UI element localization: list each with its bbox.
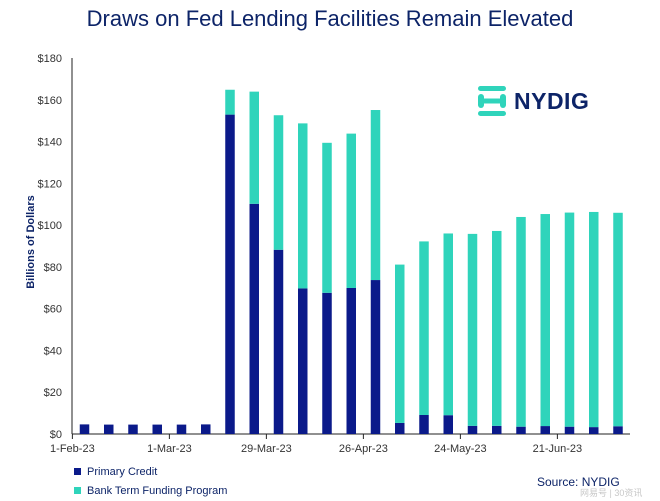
bar-btfp — [395, 264, 405, 423]
bar-btfp — [564, 212, 575, 427]
bar-btfp — [298, 123, 308, 289]
legend-item-primary-credit: Primary Credit — [74, 462, 227, 481]
bar-btfp — [589, 211, 599, 428]
bar-primary-credit — [467, 425, 478, 434]
x-tick-label: 24-May-23 — [434, 443, 487, 455]
bar-primary-credit — [346, 287, 356, 434]
y-tick-label: $60 — [44, 304, 62, 316]
legend: Primary Credit Bank Term Funding Program — [74, 462, 227, 500]
y-tick-label: $100 — [38, 220, 62, 232]
bar-primary-credit — [298, 288, 308, 434]
bar-primary-credit — [128, 424, 138, 434]
y-tick-label: $160 — [38, 95, 62, 107]
y-tick-label: $20 — [44, 387, 62, 399]
legend-swatch-primary-credit — [74, 468, 81, 475]
bar-primary-credit — [79, 424, 90, 434]
bar-btfp — [492, 230, 502, 426]
x-tick-label: 1-Mar-23 — [147, 443, 192, 455]
legend-swatch-btfp — [74, 487, 81, 494]
bar-primary-credit — [492, 425, 502, 434]
x-tick-label: 26-Apr-23 — [339, 443, 388, 455]
bar-primary-credit — [613, 426, 623, 434]
bar-primary-credit — [225, 114, 235, 434]
y-tick-label: $120 — [38, 178, 62, 190]
y-tick-label: $40 — [44, 345, 62, 357]
bar-btfp — [322, 142, 332, 293]
y-tick-label: $0 — [50, 429, 62, 441]
bar-btfp — [370, 110, 381, 281]
bar-btfp — [467, 233, 478, 426]
bar-primary-credit — [540, 426, 550, 434]
logo-text: NYDIG — [514, 87, 590, 114]
bar-btfp — [346, 133, 356, 288]
legend-item-btfp: Bank Term Funding Program — [74, 481, 227, 500]
bar-btfp — [273, 115, 284, 250]
bar-primary-credit — [152, 424, 162, 434]
y-tick-label: $80 — [44, 262, 62, 274]
bar-primary-credit — [516, 426, 526, 434]
bar-btfp — [249, 91, 259, 204]
watermark: 网易号 | 30资讯 — [580, 488, 643, 498]
bar-btfp — [225, 89, 235, 115]
y-tick-label: $180 — [38, 53, 62, 65]
bar-primary-credit — [564, 426, 575, 434]
x-tick-label: 1-Feb-23 — [50, 443, 95, 455]
bar-primary-credit — [104, 424, 114, 434]
bar-primary-credit — [370, 280, 381, 434]
nydig-logo: NYDIG — [474, 84, 589, 118]
bar-btfp — [540, 214, 550, 427]
bar-primary-credit — [322, 292, 332, 434]
bar-btfp — [443, 233, 453, 416]
x-tick-label: 29-Mar-23 — [241, 443, 292, 455]
bar-primary-credit — [176, 424, 187, 434]
bar-btfp — [419, 241, 429, 415]
bar-primary-credit — [273, 249, 284, 434]
bar-primary-credit — [201, 424, 211, 434]
bar-primary-credit — [443, 415, 453, 434]
bar-primary-credit — [395, 422, 405, 434]
x-tick-label: 21-Jun-23 — [533, 443, 583, 455]
bar-btfp — [613, 212, 623, 427]
bar-primary-credit — [589, 427, 599, 434]
legend-label-primary-credit: Primary Credit — [87, 465, 158, 478]
bar-primary-credit — [249, 203, 259, 434]
y-tick-label: $140 — [38, 137, 62, 149]
nydig-logo-icon — [478, 86, 506, 116]
legend-label-btfp: Bank Term Funding Program — [87, 484, 228, 497]
bar-btfp — [516, 216, 526, 427]
source-note: Source: NYDIG — [537, 475, 620, 489]
chart-title: Draws on Fed Lending Facilities Remain E… — [86, 6, 574, 31]
bar-primary-credit — [419, 414, 429, 434]
